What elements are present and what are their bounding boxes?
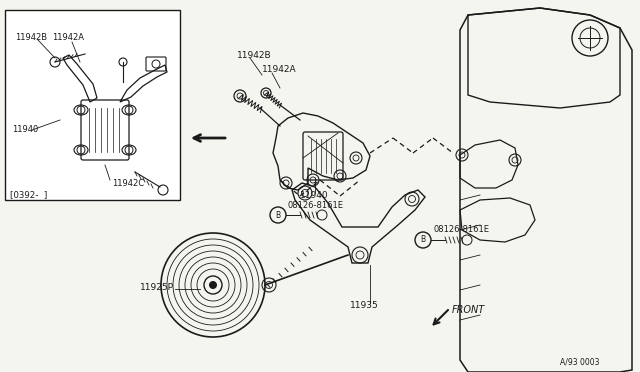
Text: 08126-8161E: 08126-8161E: [433, 225, 489, 234]
Bar: [5, 10, 180, 200]
Text: [0392-  ]: [0392- ]: [10, 190, 47, 199]
Text: 11935: 11935: [350, 301, 379, 310]
Text: 11925P: 11925P: [140, 283, 174, 292]
Text: 11942A: 11942A: [52, 33, 84, 42]
Text: B: B: [275, 211, 280, 219]
Text: A/93 0003: A/93 0003: [560, 357, 600, 366]
Text: B: B: [420, 235, 426, 244]
Text: 11940: 11940: [300, 190, 328, 199]
Text: 11942A: 11942A: [262, 65, 296, 74]
Text: 11942B: 11942B: [15, 33, 47, 42]
Text: 11940: 11940: [12, 125, 38, 135]
Text: 11942B: 11942B: [237, 51, 271, 60]
Circle shape: [209, 281, 217, 289]
Text: 11942C: 11942C: [112, 179, 144, 187]
Text: 08126-8161E: 08126-8161E: [288, 201, 344, 209]
Text: FRONT: FRONT: [452, 305, 485, 315]
